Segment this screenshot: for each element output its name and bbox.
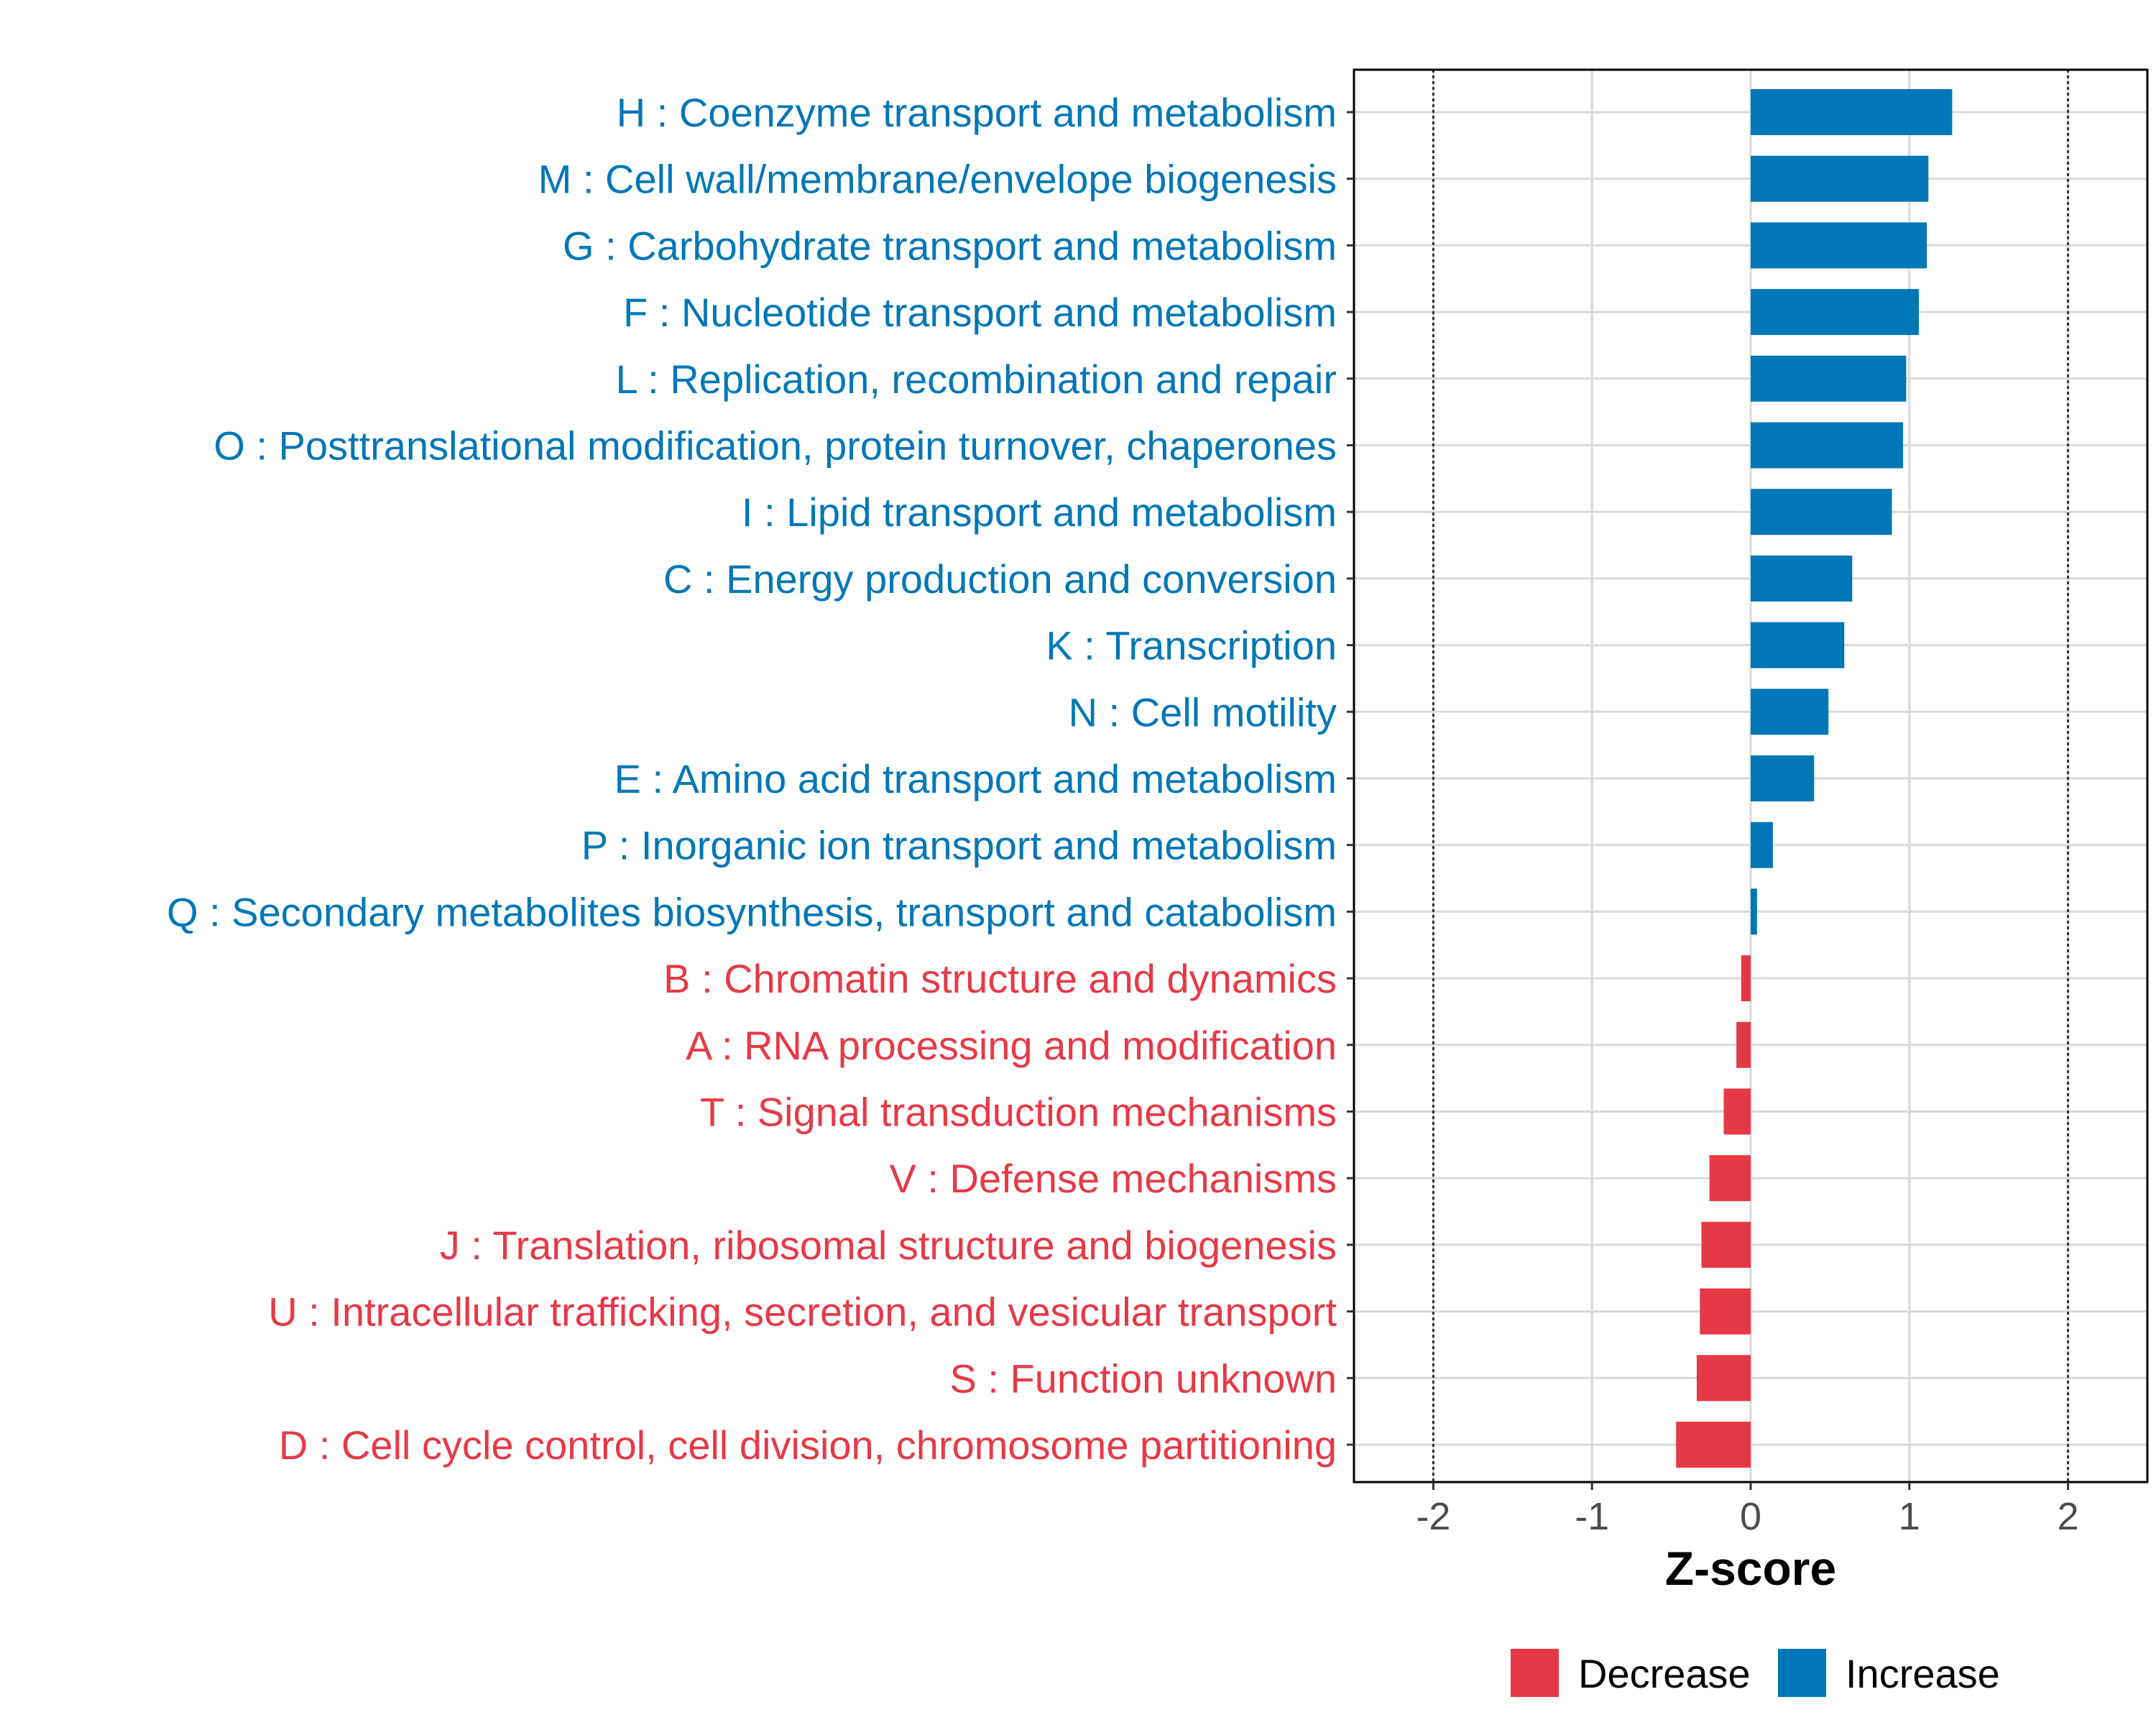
bar: [1751, 422, 1903, 469]
category-label: J : Translation, ribosomal structure and…: [440, 1223, 1337, 1268]
category-label: U : Intracellular trafficking, secretion…: [268, 1289, 1337, 1335]
bar: [1751, 622, 1845, 668]
bar: [1701, 1221, 1751, 1268]
bar: [1741, 955, 1751, 1002]
legend-label: Increase: [1846, 1651, 2000, 1696]
category-label: B : Chromatin structure and dynamics: [663, 956, 1337, 1001]
category-label: G : Carbohydrate transport and metabolis…: [563, 223, 1337, 268]
y-axis-labels: H : Coenzyme transport and metabolism M :…: [167, 90, 1337, 1468]
bar: [1751, 289, 1920, 336]
x-axis-title: Z-score: [1665, 1542, 1836, 1595]
bar: [1751, 222, 1927, 269]
bar: [1751, 755, 1815, 801]
category-label: S : Function unknown: [949, 1356, 1337, 1401]
bar: [1723, 1088, 1751, 1135]
bar: [1736, 1021, 1751, 1068]
bar: [1709, 1155, 1751, 1202]
category-label: V : Defense mechanisms: [890, 1156, 1337, 1201]
x-tick-label: 0: [1740, 1495, 1761, 1538]
bar: [1700, 1288, 1751, 1335]
category-label: P : Inorganic ion transport and metaboli…: [581, 823, 1337, 868]
category-label: T : Signal transduction mechanisms: [700, 1090, 1337, 1135]
x-axis-ticks: -2 -1 0 1 2: [1416, 1482, 2079, 1538]
category-label: D : Cell cycle control, cell division, c…: [279, 1422, 1337, 1468]
category-label: O : Posttranslational modification, prot…: [213, 423, 1337, 469]
bar: [1751, 155, 1929, 202]
category-label: F : Nucleotide transport and metabolism: [623, 290, 1337, 335]
category-label: L : Replication, recombination and repai…: [616, 356, 1337, 402]
category-label: H : Coenzyme transport and metabolism: [617, 90, 1337, 135]
category-label: M : Cell wall/membrane/envelope biogenes…: [538, 157, 1337, 202]
bar: [1751, 555, 1853, 602]
x-tick-label: -2: [1416, 1495, 1450, 1538]
category-label: K : Transcription: [1046, 623, 1337, 668]
category-label: C : Energy production and conversion: [663, 556, 1337, 602]
category-label: N : Cell motility: [1069, 689, 1337, 735]
bar: [1751, 689, 1829, 735]
legend-swatch: [1511, 1649, 1559, 1697]
x-tick-label: 1: [1899, 1495, 1920, 1538]
bar: [1676, 1422, 1751, 1468]
bar: [1696, 1355, 1751, 1402]
bar: [1751, 89, 1953, 135]
y-axis-ticks: [1347, 111, 1354, 1446]
bar: [1751, 355, 1907, 402]
bar: [1751, 489, 1892, 535]
bar: [1751, 822, 1773, 868]
category-label: A : RNA processing and modification: [686, 1023, 1337, 1068]
category-label: E : Amino acid transport and metabolism: [614, 756, 1337, 801]
x-tick-label: -1: [1575, 1495, 1609, 1538]
bars: [1676, 89, 1953, 1468]
category-label: Q : Secondary metabolites biosynthesis, …: [167, 889, 1337, 934]
x-tick-label: 2: [2058, 1495, 2079, 1538]
legend-swatch: [1778, 1649, 1826, 1697]
category-label: I : Lipid transport and metabolism: [742, 489, 1337, 535]
legend: Decrease Increase: [1511, 1649, 2000, 1697]
bar: [1751, 888, 1757, 935]
legend-label: Decrease: [1578, 1651, 1751, 1696]
